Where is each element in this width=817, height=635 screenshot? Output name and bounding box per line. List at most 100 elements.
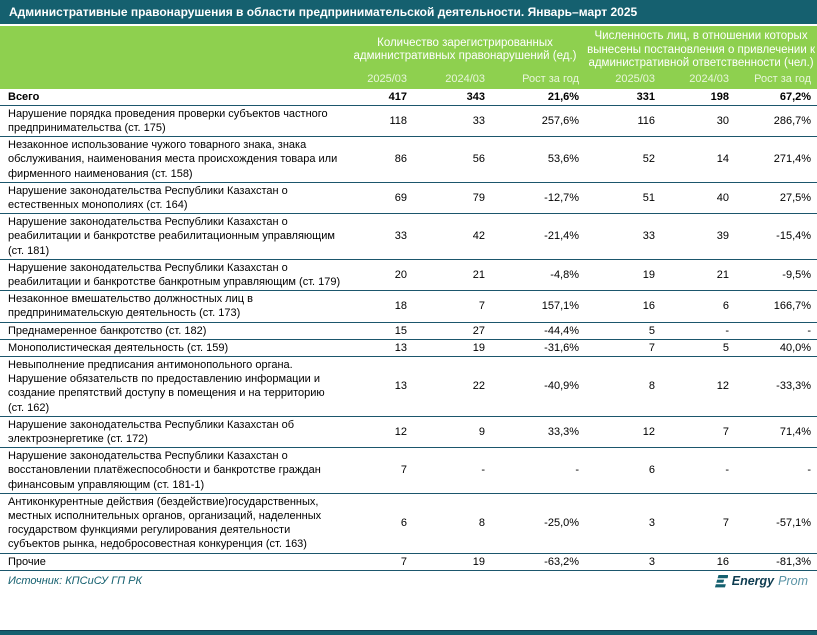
group-header-registered-count: Количество зарегистрированных администра… <box>345 26 586 71</box>
group-header-spacer <box>0 26 345 71</box>
source-note: Источник: КПСиСУ ГП РК <box>8 575 142 588</box>
row-label: Незаконное использование чужого товарног… <box>0 136 345 183</box>
row-value: 166,7% <box>735 290 817 323</box>
row-value: 7 <box>661 493 736 554</box>
row-value: 12 <box>585 416 662 449</box>
row-value: 116 <box>585 105 662 138</box>
row-label: Нарушение законодательства Республики Ка… <box>0 213 345 260</box>
footer: Источник: КПСиСУ ГП РК Energy Prom <box>0 571 817 591</box>
row-value: 18 <box>345 290 413 323</box>
row-value: 42 <box>413 213 491 260</box>
table-row: Невыполнение предписания антимонопольног… <box>0 356 817 417</box>
row-label: Нарушение законодательства Республики Ка… <box>0 447 345 494</box>
row-value: -33,3% <box>735 356 817 417</box>
col-header-growth-b: Рост за год <box>735 70 817 89</box>
row-value: 67,2% <box>735 88 817 106</box>
row-value: 39 <box>661 213 736 260</box>
row-value: 8 <box>413 493 491 554</box>
logo-text-energy: Energy <box>731 574 775 589</box>
row-label: Нарушение законодательства Республики Ка… <box>0 416 345 449</box>
table-row: Нарушение законодательства Республики Ка… <box>0 259 817 292</box>
row-value: 5 <box>661 339 736 357</box>
row-value: 14 <box>661 136 736 183</box>
table-row: Нарушение законодательства Республики Ка… <box>0 213 817 260</box>
row-value: 12 <box>661 356 736 417</box>
col-header-growth-a: Рост за год <box>491 70 586 89</box>
row-value: 257,6% <box>491 105 586 138</box>
row-value: 27,5% <box>735 182 817 215</box>
row-value: 13 <box>345 356 413 417</box>
row-value: 7 <box>585 339 662 357</box>
table-row: Нарушение законодательства Республики Ка… <box>0 447 817 494</box>
row-label: Незаконное вмешательство должностных лиц… <box>0 290 345 323</box>
table-row: Антиконкурентные действия (бездействие)г… <box>0 493 817 554</box>
logo-text-prom: Prom <box>778 574 808 589</box>
table-row: Монополистическая деятельность (ст. 159)… <box>0 339 817 357</box>
row-value: 16 <box>661 553 736 571</box>
row-value: 33,3% <box>491 416 586 449</box>
page-title: Административные правонарушения в област… <box>0 0 817 24</box>
row-label: Всего <box>0 88 345 106</box>
row-value: -81,3% <box>735 553 817 571</box>
row-value: 3 <box>585 553 662 571</box>
table-row: Преднамеренное банкротство (ст. 182) 15 27… <box>0 322 817 340</box>
row-value: 12 <box>345 416 413 449</box>
row-value: 331 <box>585 88 662 106</box>
col-header-2024-03-a: 2024/03 <box>413 70 491 89</box>
row-value: 20 <box>345 259 413 292</box>
row-label: Антиконкурентные действия (бездействие)г… <box>0 493 345 554</box>
row-value: 7 <box>661 416 736 449</box>
row-label: Прочие <box>0 553 345 571</box>
row-value: - <box>413 447 491 494</box>
row-value: 3 <box>585 493 662 554</box>
row-value: 8 <box>585 356 662 417</box>
row-value: 13 <box>345 339 413 357</box>
row-value: - <box>735 447 817 494</box>
row-value: 118 <box>345 105 413 138</box>
table-body: Всего 417 343 21,6% 331 198 67,2% Нарушение пор… <box>0 88 817 571</box>
row-value: 6 <box>345 493 413 554</box>
row-value: 22 <box>413 356 491 417</box>
row-value: 40,0% <box>735 339 817 357</box>
row-value: 5 <box>585 322 662 340</box>
energyprom-logo-icon <box>714 574 728 588</box>
row-value: 7 <box>345 553 413 571</box>
group-header-persons-count: Численность лиц, в отношении которых вын… <box>585 26 817 71</box>
col-header-2025-03-b: 2025/03 <box>585 70 662 89</box>
row-value: 86 <box>345 136 413 183</box>
row-label: Монополистическая деятельность (ст. 159) <box>0 339 345 357</box>
row-value: 51 <box>585 182 662 215</box>
row-value: 271,4% <box>735 136 817 183</box>
table-row: Нарушение законодательства Республики Ка… <box>0 182 817 215</box>
row-label: Нарушение законодательства Республики Ка… <box>0 182 345 215</box>
sub-header-row: 2025/03 2024/03 Рост за год 2025/03 2024… <box>0 70 817 89</box>
row-label: Преднамеренное банкротство (ст. 182) <box>0 322 345 340</box>
col-header-2024-03-b: 2024/03 <box>661 70 736 89</box>
row-value: 40 <box>661 182 736 215</box>
table-row: Всего 417 343 21,6% 331 198 67,2% <box>0 88 817 106</box>
energyprom-logo: Energy Prom <box>714 574 808 589</box>
row-value: -31,6% <box>491 339 586 357</box>
row-label: Нарушение законодательства Республики Ка… <box>0 259 345 292</box>
row-value: 79 <box>413 182 491 215</box>
row-value: -9,5% <box>735 259 817 292</box>
table-row: Прочие 7 19 -63,2% 3 16 -81,3% <box>0 553 817 571</box>
row-label: Нарушение порядка проведения проверки су… <box>0 105 345 138</box>
row-value: -25,0% <box>491 493 586 554</box>
row-value: 21 <box>413 259 491 292</box>
row-value: - <box>491 447 586 494</box>
row-value: 19 <box>413 553 491 571</box>
row-value: 7 <box>345 447 413 494</box>
group-header-row: Количество зарегистрированных администра… <box>0 26 817 71</box>
row-value: -40,9% <box>491 356 586 417</box>
table-header: Количество зарегистрированных администра… <box>0 26 817 89</box>
row-value: -12,7% <box>491 182 586 215</box>
row-value: 9 <box>413 416 491 449</box>
row-value: 19 <box>585 259 662 292</box>
row-value: 6 <box>661 290 736 323</box>
row-value: -63,2% <box>491 553 586 571</box>
row-value: - <box>661 322 736 340</box>
row-value: 19 <box>413 339 491 357</box>
row-value: 52 <box>585 136 662 183</box>
